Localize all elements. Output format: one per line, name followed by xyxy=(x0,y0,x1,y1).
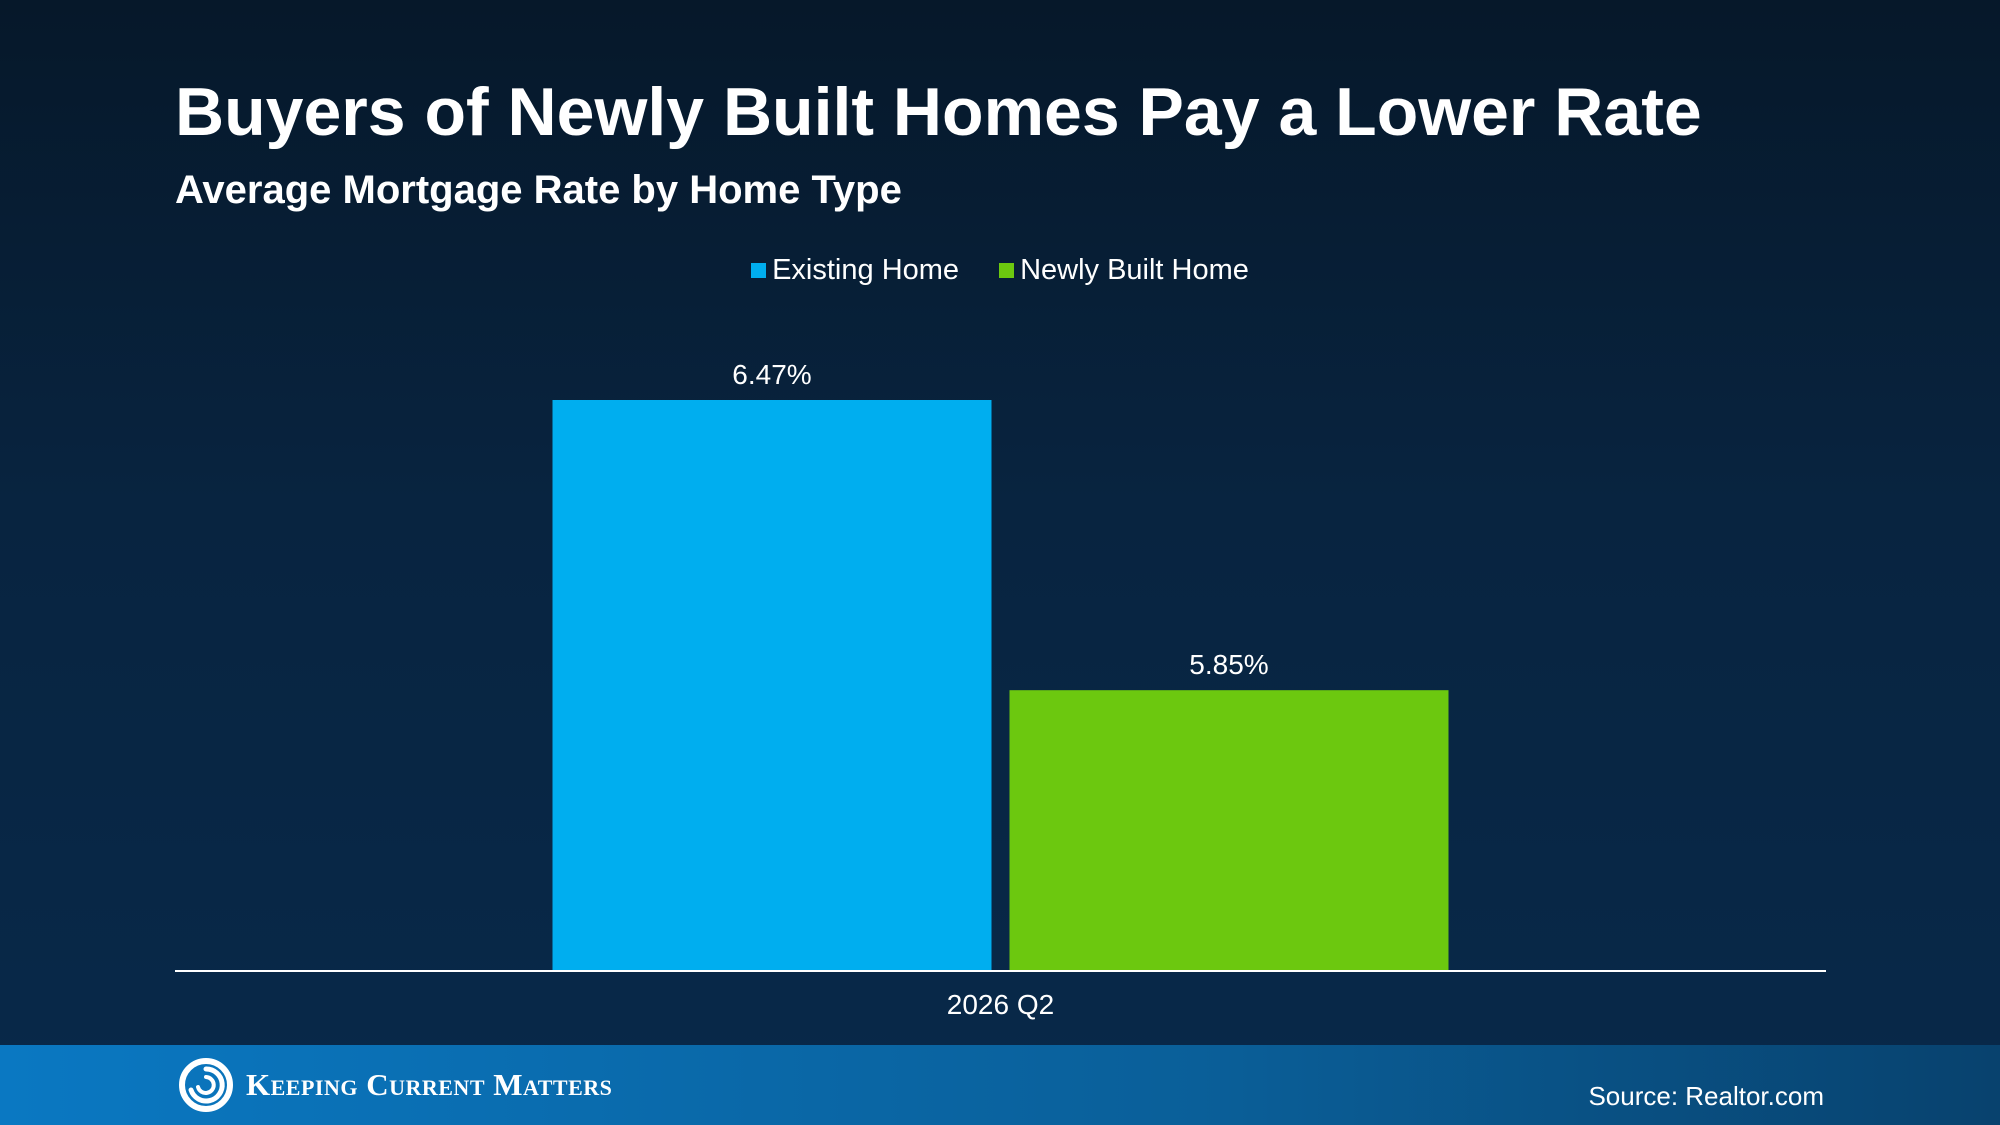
chart-subtitle: Average Mortgage Rate by Home Type xyxy=(175,168,902,212)
bar-existing-home xyxy=(552,400,992,971)
legend-item-newly-built-home: Newly Built Home xyxy=(999,250,1249,290)
legend: Existing Home Newly Built Home xyxy=(0,250,2000,290)
legend-item-existing-home: Existing Home xyxy=(751,250,959,290)
x-tick-label: 2026 Q2 xyxy=(947,989,1054,1020)
legend-label-existing-home: Existing Home xyxy=(772,254,960,286)
data-label-newly-built-home: 5.85% xyxy=(1189,649,1268,680)
source-note: Source: Realtor.com xyxy=(1588,1081,1824,1111)
logo: Keeping Current Matters xyxy=(178,1057,612,1113)
legend-swatch-newly-built-home xyxy=(999,262,1015,278)
legend-swatch-existing-home xyxy=(751,262,767,278)
legend-label-newly-built-home: Newly Built Home xyxy=(1020,254,1249,286)
data-label-existing-home: 6.47% xyxy=(732,359,811,390)
bar-chart: 6.47% 5.85% 2026 Q2 xyxy=(552,359,1449,1020)
footer-bar: Keeping Current Matters Source: Realtor.… xyxy=(0,1045,2000,1125)
bar-newly-built-home xyxy=(1009,690,1449,971)
chart-title: Buyers of Newly Built Homes Pay a Lower … xyxy=(175,74,1702,150)
logo-text: Keeping Current Matters xyxy=(246,1067,613,1102)
swirl-logo-icon xyxy=(179,1058,233,1112)
